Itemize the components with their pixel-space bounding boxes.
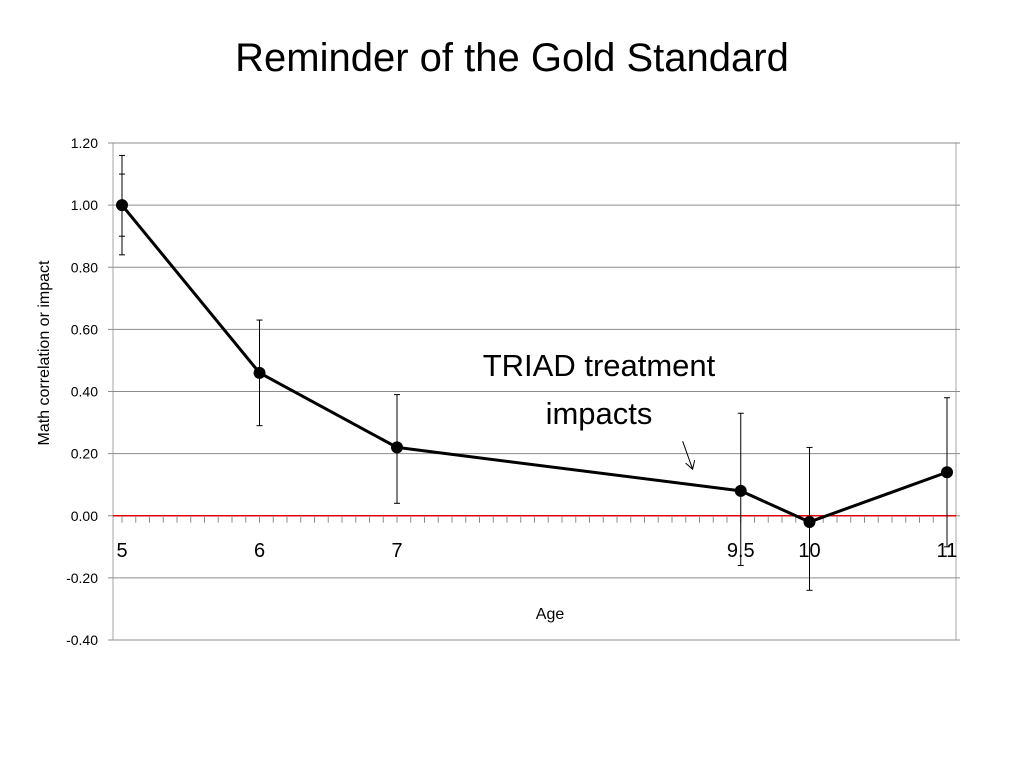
series (116, 199, 953, 528)
y-tick-label: 0.60 (71, 321, 98, 337)
annotation-arrow-shaft (682, 440, 694, 470)
gridlines (113, 142, 956, 641)
y-tick-label: 0.20 (71, 446, 98, 462)
y-tick-label: 0.40 (71, 384, 98, 400)
annotation-arrow-head (685, 460, 696, 471)
y-tick-label: -0.20 (66, 570, 98, 586)
x-tick-label: 11 (937, 540, 958, 562)
data-point (803, 515, 816, 528)
annotation: TRIAD treatment impacts (483, 348, 716, 471)
y-tick-label: 0.80 (71, 259, 98, 275)
series-line (120, 204, 948, 524)
y-tick-label: 0.00 (71, 508, 98, 524)
slide-title: Reminder of the Gold Standard (235, 36, 789, 80)
x-tick-label: 9.5 (727, 540, 755, 562)
x-tick-label: 6 (254, 540, 265, 562)
annotation-line-1: TRIAD treatment (483, 348, 716, 383)
y-axis-title: Math correlation or impact (36, 260, 53, 446)
y-tick-label: 1.20 (71, 135, 98, 151)
x-tick-label: 5 (116, 540, 127, 562)
x-axis-tick-labels: 5 6 7 9.5 10 11 (116, 540, 957, 562)
data-point (734, 484, 747, 497)
y-axis-ticks: 1.20 1.00 0.80 0.60 0.40 0.20 0.00 -0.20 -0.40 (66, 135, 960, 648)
x-axis-title: Age (536, 606, 565, 623)
x-tick-label: 10 (798, 540, 820, 562)
data-point (391, 441, 403, 454)
x-tick-label: 7 (391, 540, 402, 562)
y-tick-label: 1.00 (71, 197, 98, 213)
data-point (253, 366, 266, 379)
annotation-line-2: impacts (546, 396, 653, 431)
data-point (941, 466, 953, 479)
data-point (116, 199, 128, 212)
y-tick-label: -0.40 (66, 632, 98, 648)
